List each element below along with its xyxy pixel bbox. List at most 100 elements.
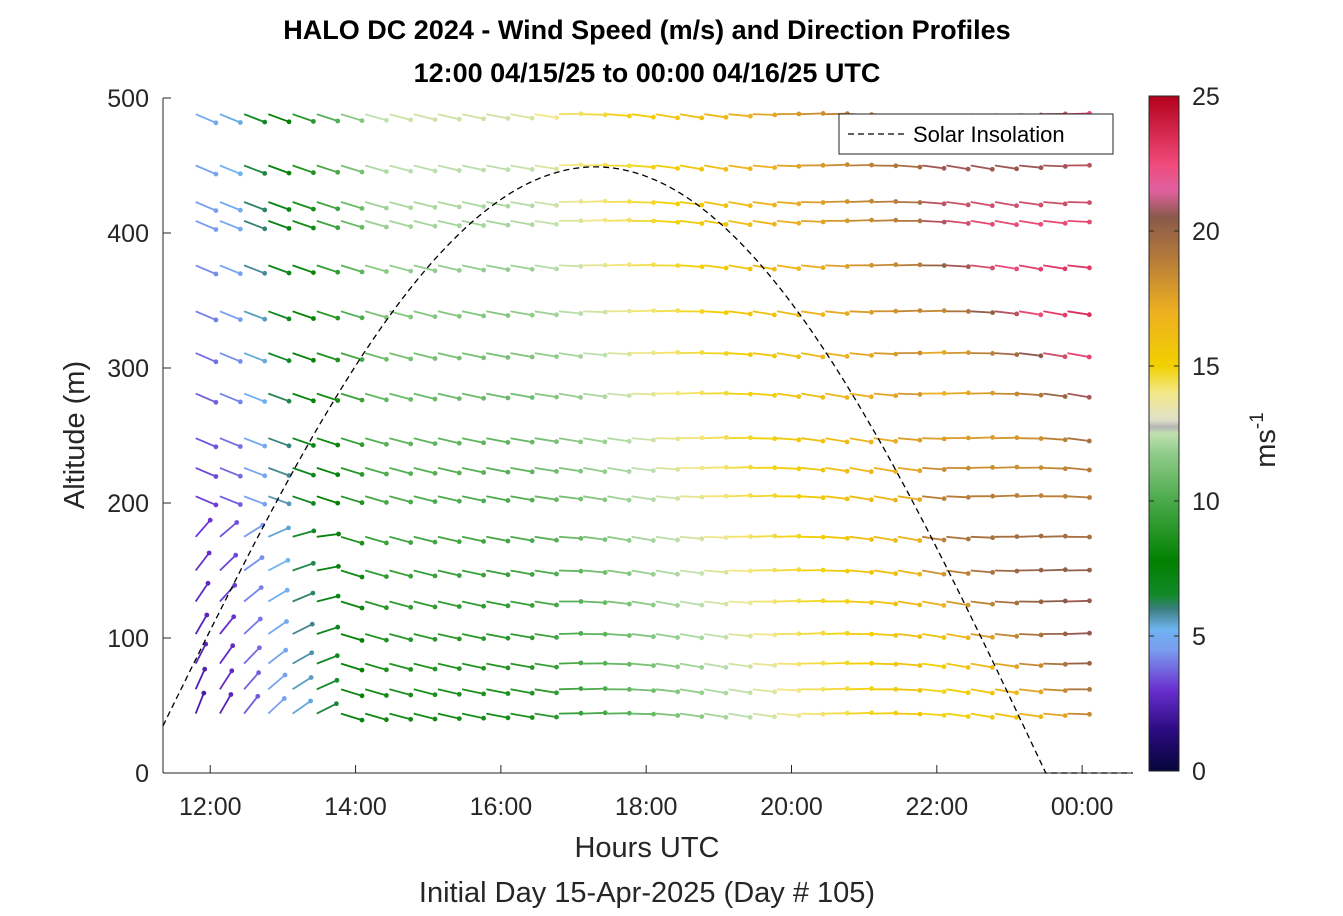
wind-barb-head xyxy=(748,114,753,119)
wind-barb-head xyxy=(530,538,535,543)
wind-barb-head xyxy=(506,572,511,577)
wind-barb-head xyxy=(1015,392,1020,397)
wind-barb-head xyxy=(893,218,898,223)
wind-barb-head xyxy=(700,495,705,500)
wind-barb-shaft xyxy=(704,537,726,538)
wind-barb-head xyxy=(1015,493,1020,498)
y-tick-label: 100 xyxy=(107,625,149,653)
wind-barb-head xyxy=(1014,634,1019,639)
wind-barb-head xyxy=(651,351,656,356)
wind-barb-head xyxy=(1039,353,1044,358)
wind-barb-head xyxy=(603,497,608,502)
wind-barb-head xyxy=(384,605,389,610)
wind-barb-shaft xyxy=(632,202,654,203)
wind-barb-head xyxy=(530,167,535,172)
wind-barb-head xyxy=(917,603,922,608)
wind-barb-head xyxy=(748,601,753,606)
wind-barb-head xyxy=(675,713,680,718)
wind-barb-head xyxy=(603,710,608,715)
wind-barb-head xyxy=(554,203,559,208)
wind-barb-head xyxy=(214,503,219,508)
colorbar-tick-label: 25 xyxy=(1192,83,1220,111)
x-tick-label: 14:00 xyxy=(324,793,387,821)
wind-barb-shaft xyxy=(1019,634,1041,635)
wind-barb-head xyxy=(433,314,438,319)
wind-barb-head xyxy=(748,664,753,669)
wind-barb-head xyxy=(506,666,511,671)
wind-barb-head xyxy=(433,224,438,229)
wind-barb-head xyxy=(845,354,850,359)
wind-barb-head xyxy=(457,205,462,210)
wind-barb-head xyxy=(651,497,656,502)
wind-barb-head xyxy=(893,262,898,267)
wind-barb-shaft xyxy=(1019,536,1041,537)
wind-barb-shaft xyxy=(656,311,678,312)
wind-barb-head xyxy=(481,666,486,671)
wind-barb-head xyxy=(530,267,535,272)
wind-barb-shaft xyxy=(874,353,896,354)
wind-barb-head xyxy=(530,313,535,318)
wind-barb-head xyxy=(918,351,923,356)
wind-barb-head xyxy=(308,699,313,704)
wind-barb-head xyxy=(238,359,243,364)
wind-barb-head xyxy=(821,468,826,473)
wind-barb-head xyxy=(990,635,995,640)
colorbar-tick-label: 10 xyxy=(1192,488,1220,516)
wind-barb-head xyxy=(433,692,438,697)
wind-barb-head xyxy=(603,199,608,204)
wind-barb-head xyxy=(579,264,584,269)
wind-barb-head xyxy=(360,206,365,211)
wind-barb-head xyxy=(966,391,971,396)
wind-barb-head xyxy=(457,539,462,544)
wind-barb-head xyxy=(772,203,777,208)
wind-barb-head xyxy=(335,225,340,230)
wind-barb-head xyxy=(869,537,874,542)
wind-barb-head xyxy=(990,266,995,271)
wind-barb-head xyxy=(748,465,753,470)
wind-barb-head xyxy=(821,439,826,444)
wind-barb-head xyxy=(311,561,316,566)
wind-barb-head xyxy=(360,270,365,275)
wind-barb-head xyxy=(530,665,535,670)
wind-barb-head xyxy=(578,440,583,445)
wind-barb-shaft xyxy=(898,689,920,690)
wind-barb-head xyxy=(578,311,583,316)
x-tick-label: 12:00 xyxy=(179,793,242,821)
wind-barb-head xyxy=(578,497,583,502)
wind-barb-head xyxy=(603,600,608,605)
wind-barb-head xyxy=(579,111,584,116)
wind-barb-shaft xyxy=(583,201,605,202)
wind-barb-head xyxy=(259,585,264,590)
wind-barb-head xyxy=(675,603,680,608)
wind-barb-head xyxy=(724,635,729,640)
wind-barb-head xyxy=(457,499,462,504)
wind-barb-head xyxy=(966,436,971,441)
wind-barb-head xyxy=(942,538,947,543)
wind-barb-head xyxy=(772,663,777,668)
wind-barb-head xyxy=(724,715,729,720)
wind-barb-shaft xyxy=(607,353,629,354)
wind-barb-head xyxy=(627,469,632,474)
wind-barb-shaft xyxy=(922,438,944,439)
wind-barb-head xyxy=(651,165,656,170)
wind-barb-head xyxy=(262,473,267,478)
wind-barb-shaft xyxy=(1043,664,1065,665)
wind-barb-head xyxy=(238,120,243,125)
wind-barb-head xyxy=(990,602,995,607)
wind-barb-head xyxy=(481,268,486,273)
wind-barb-head xyxy=(1063,599,1068,604)
wind-barb-head xyxy=(772,465,777,470)
wind-barb-head xyxy=(797,112,802,117)
wind-barb-head xyxy=(232,583,237,588)
wind-barb-head xyxy=(748,435,753,440)
wind-barb-head xyxy=(821,220,826,225)
wind-barb-head xyxy=(942,391,947,396)
wind-barb-head xyxy=(627,662,632,667)
wind-barb-head xyxy=(724,535,729,540)
wind-barb-head xyxy=(207,551,212,556)
wind-barb-head xyxy=(282,696,287,701)
wind-barb-head xyxy=(845,599,850,604)
wind-barb-head xyxy=(651,634,656,639)
wind-barb-head xyxy=(990,167,995,172)
